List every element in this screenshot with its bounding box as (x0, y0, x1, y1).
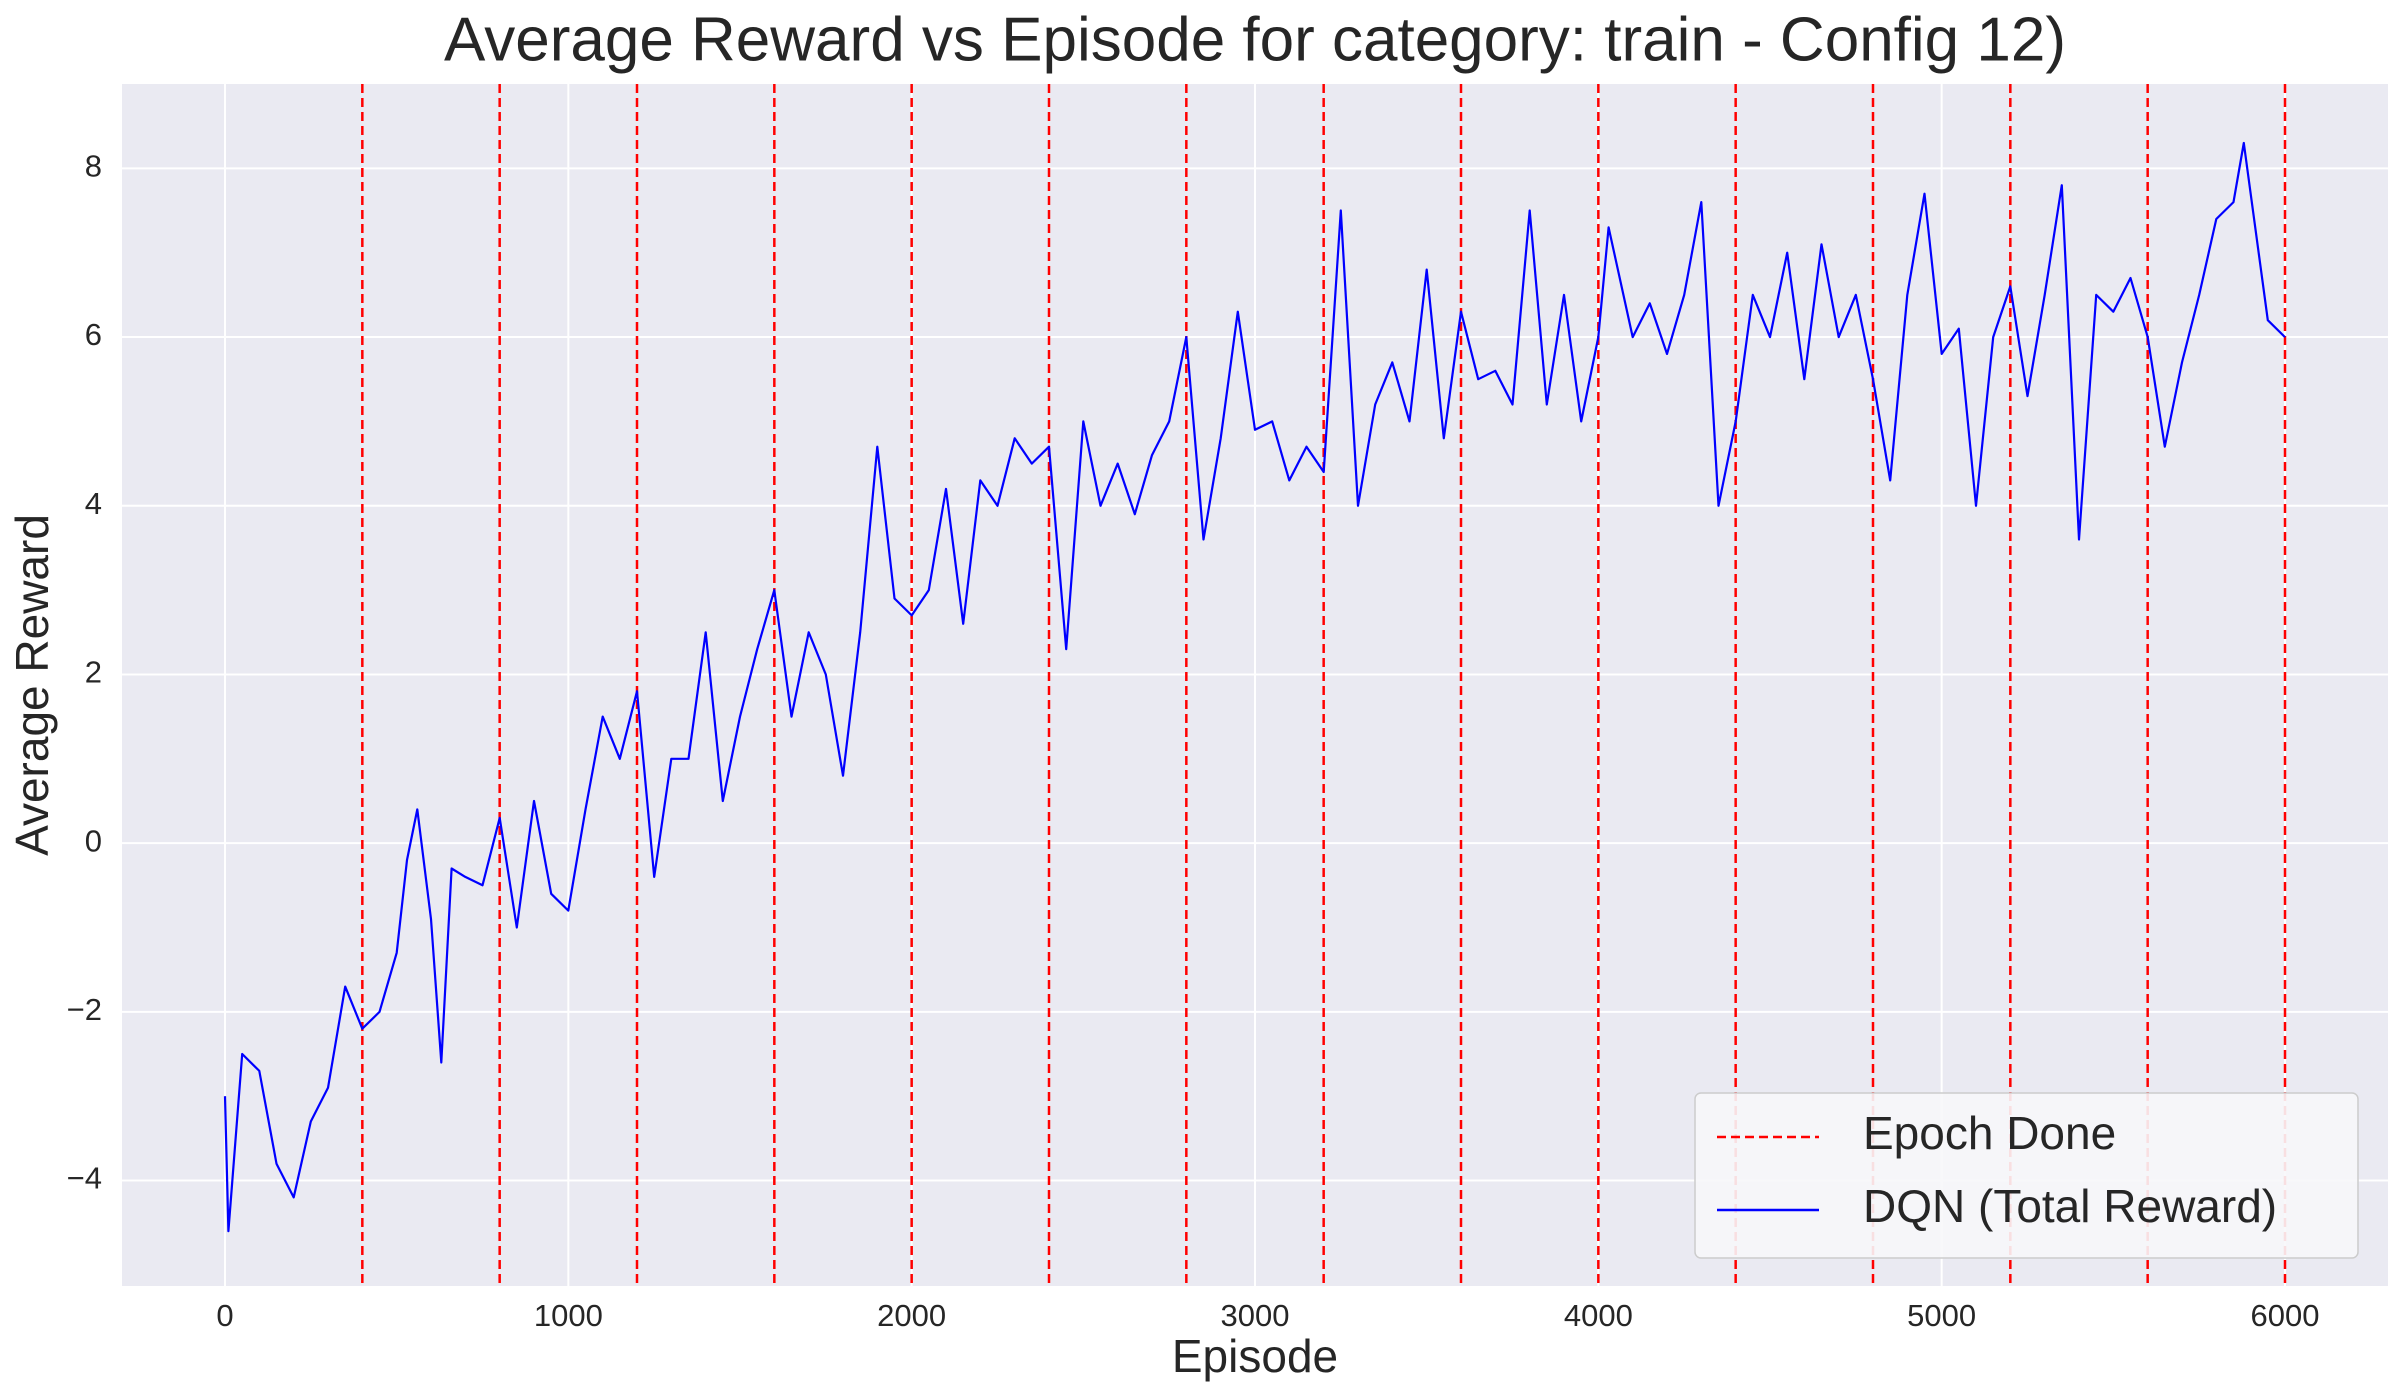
x-tick-label: 3000 (1221, 1298, 1290, 1333)
legend-box (1694, 1092, 2359, 1259)
y-tick-label: 2 (85, 655, 102, 690)
x-tick-label: 0 (216, 1298, 233, 1333)
legend-label: DQN (Total Reward) (1863, 1180, 2277, 1232)
x-tick-label: 2000 (877, 1298, 946, 1333)
x-tick-label: 5000 (1907, 1298, 1976, 1333)
y-tick-label: 0 (85, 823, 102, 858)
y-tick-label: −4 (67, 1161, 102, 1196)
x-tick-label: 1000 (534, 1298, 603, 1333)
data-line (223, 141, 2286, 1233)
x-tick-label: 4000 (1564, 1298, 1633, 1333)
y-tick-label: −2 (67, 992, 102, 1027)
y-tick-label: 4 (85, 486, 102, 521)
x-axis-label: Episode (1172, 1330, 1338, 1382)
chart-title: Average Reward vs Episode for category: … (444, 5, 2066, 74)
x-tick-label: 6000 (2251, 1298, 2320, 1333)
legend-label: Epoch Done (1863, 1107, 2116, 1159)
y-tick-label: 6 (85, 317, 102, 352)
y-axis-label: Average Reward (6, 514, 58, 856)
y-tick-label: 8 (85, 149, 102, 184)
